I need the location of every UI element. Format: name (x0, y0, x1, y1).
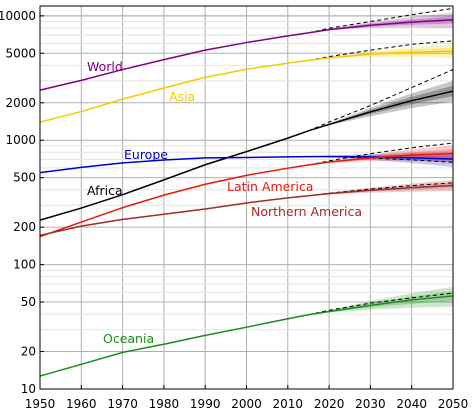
africa-line (39, 90, 454, 221)
africa-label: Africa (87, 183, 123, 198)
europe-label: Europe (124, 147, 168, 162)
y-tick-label: 10 (21, 382, 36, 396)
y-tick-label: 1000 (5, 133, 36, 147)
x-tick-label: 1990 (190, 397, 221, 411)
x-tick-label: 1980 (149, 397, 180, 411)
oceania-line (39, 295, 454, 377)
latin-america-label: Latin America (227, 179, 313, 194)
africa-projection-band (308, 80, 453, 131)
x-tick-label: 1970 (107, 397, 138, 411)
series-lines (39, 7, 454, 377)
y-tick-label: 2000 (5, 96, 36, 110)
x-tick-label: 2050 (438, 397, 469, 411)
y-tick-label: 200 (13, 220, 36, 234)
y-tick-label: 100 (13, 258, 36, 272)
x-tick-label: 1950 (25, 397, 56, 411)
world-label: World (87, 59, 123, 74)
x-axis-ticks: 1950 1960 1970 1980 1990 2000 2010 2020 2030 2040… (25, 385, 469, 411)
y-tick-label: 10000 (0, 9, 36, 23)
northern-america-label: Northern America (251, 204, 362, 219)
x-tick-label: 2040 (396, 397, 427, 411)
asia-line (39, 50, 454, 123)
x-tick-label: 2020 (314, 397, 345, 411)
africa-constant-fertility-line (308, 69, 454, 132)
x-tick-label: 1960 (66, 397, 97, 411)
latin-america-line (39, 152, 454, 238)
x-tick-label: 2010 (273, 397, 304, 411)
oceania-label: Oceania (103, 331, 154, 346)
x-tick-label: 2030 (355, 397, 386, 411)
y-tick-label: 5000 (5, 46, 36, 60)
world-constant-fertility-line (308, 7, 454, 34)
series-labels: World Asia Africa Europe Latin America Northe… (87, 59, 362, 346)
x-tick-label: 2000 (231, 397, 262, 411)
asia-label: Asia (169, 89, 195, 104)
y-axis-ticks: 10 20 50 100 200 500 1000 2000 5000 10000 (0, 9, 44, 396)
y-tick-label: 500 (13, 171, 36, 185)
world-line (39, 19, 454, 91)
y-tick-label: 20 (21, 345, 36, 359)
y-tick-label: 50 (21, 295, 36, 309)
northern-america-line (39, 184, 454, 237)
oceania-constant-fertility-line (308, 292, 454, 316)
